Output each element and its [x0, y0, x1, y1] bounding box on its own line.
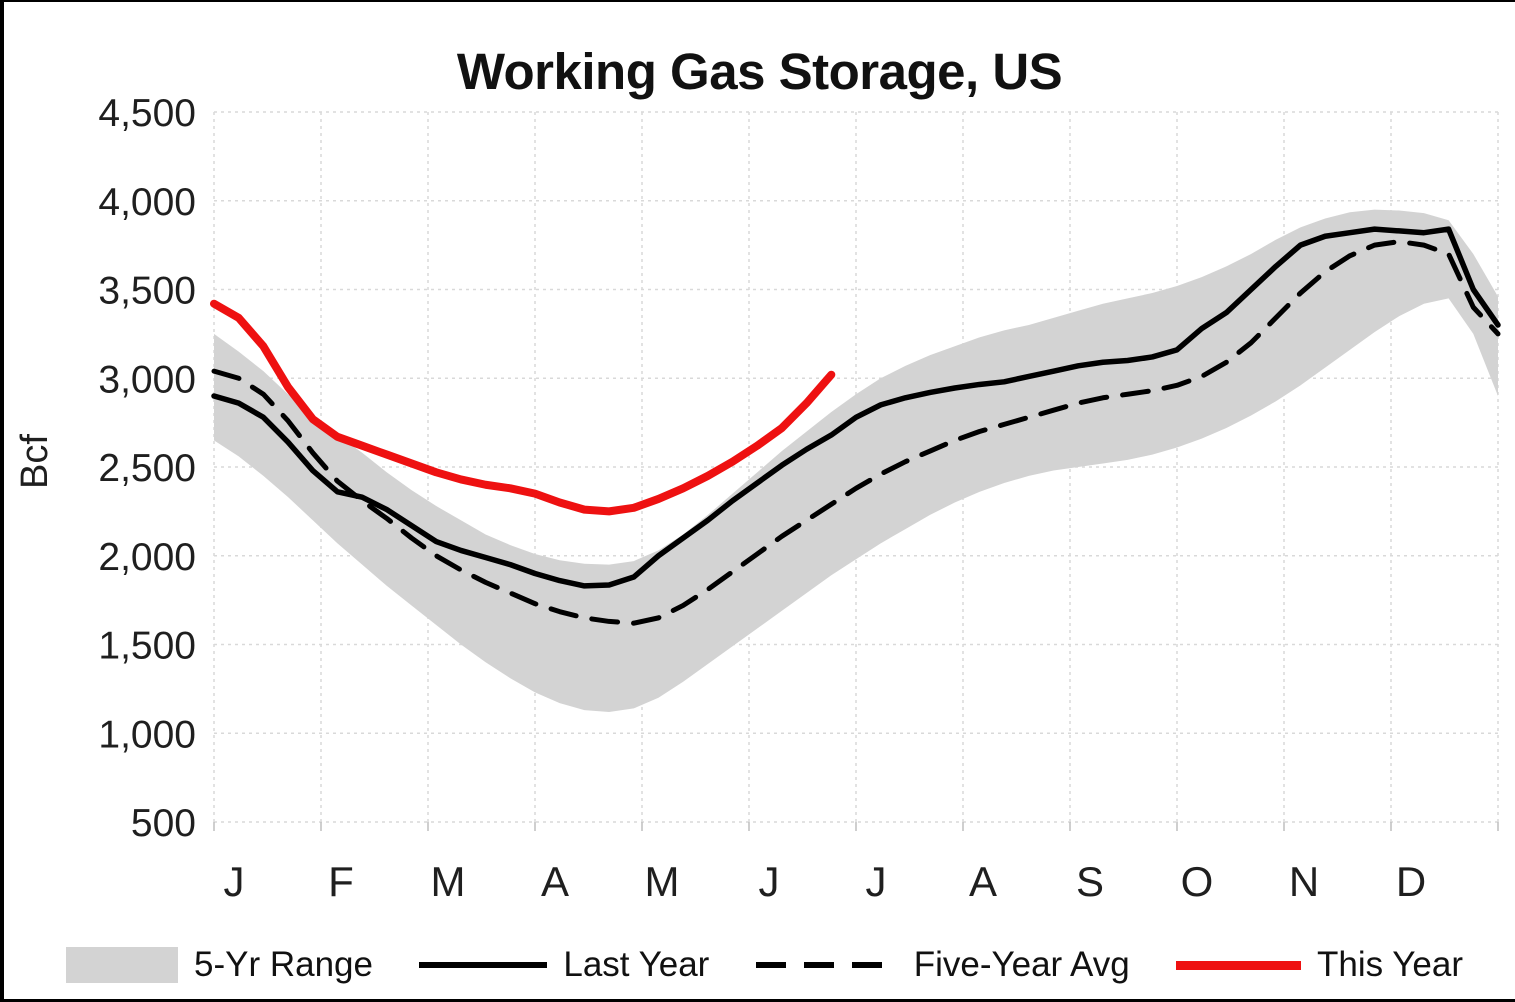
legend-item-five-year-avg: Five-Year Avg	[755, 945, 1130, 985]
y-tick-label: 4,000	[98, 181, 196, 224]
y-tick-label: 2,500	[98, 447, 196, 490]
x-tick-label: S	[1076, 858, 1104, 905]
x-tick-label: A	[969, 858, 997, 905]
legend-label-five-year-avg: Five-Year Avg	[913, 945, 1130, 984]
y-axis-title: Bcf	[13, 434, 56, 489]
y-tick-label: 1,500	[98, 625, 196, 668]
legend-label-this-year: This Year	[1317, 945, 1463, 984]
line-this-year	[210, 299, 836, 516]
legend-label-5yr-range: 5-Yr Range	[194, 945, 373, 984]
this-year-line-swatch	[1176, 960, 1302, 970]
x-tick-label: D	[1396, 858, 1426, 905]
x-tick-label: J	[866, 858, 887, 905]
y-tick-label: 4,500	[98, 92, 196, 135]
legend-item-5yr-range: 5-Yr Range	[66, 945, 373, 985]
y-tick-label: 2,000	[98, 536, 196, 579]
legend-item-this-year: This Year	[1176, 945, 1463, 985]
legend-item-last-year: Last Year	[419, 945, 709, 985]
x-tick-label: J	[224, 858, 245, 905]
y-tick-label: 3,000	[98, 358, 196, 401]
last-year-line-swatch	[419, 962, 548, 968]
y-tick-label: 1,000	[98, 713, 196, 756]
five-year-avg-line-swatch	[755, 962, 898, 968]
x-tick-label: O	[1181, 858, 1214, 905]
x-tick-label: J	[759, 858, 780, 905]
legend-label-last-year: Last Year	[563, 945, 710, 984]
x-tick-label: M	[431, 858, 466, 905]
x-tick-label: A	[541, 858, 569, 905]
chart-legend: 5-Yr Range Last Year Five-Year Avg This …	[4, 945, 1515, 985]
x-tick-label: N	[1289, 858, 1319, 905]
five-year-range-band	[214, 209, 1498, 712]
five-year-range-swatch	[66, 947, 178, 983]
working-gas-storage-chart: 500 1,000 1,500 2,000 2,500 3,000 3,500 4,000 4,…	[98, 92, 1501, 905]
line-five-year-avg	[211, 239, 1501, 626]
line-last-year	[211, 226, 1501, 589]
x-tick-label: M	[645, 858, 680, 905]
y-tick-label: 3,500	[98, 270, 196, 313]
x-tick-label: F	[328, 858, 354, 905]
y-tick-label: 500	[131, 802, 196, 845]
chart-title: Working Gas Storage, US	[456, 43, 1063, 100]
